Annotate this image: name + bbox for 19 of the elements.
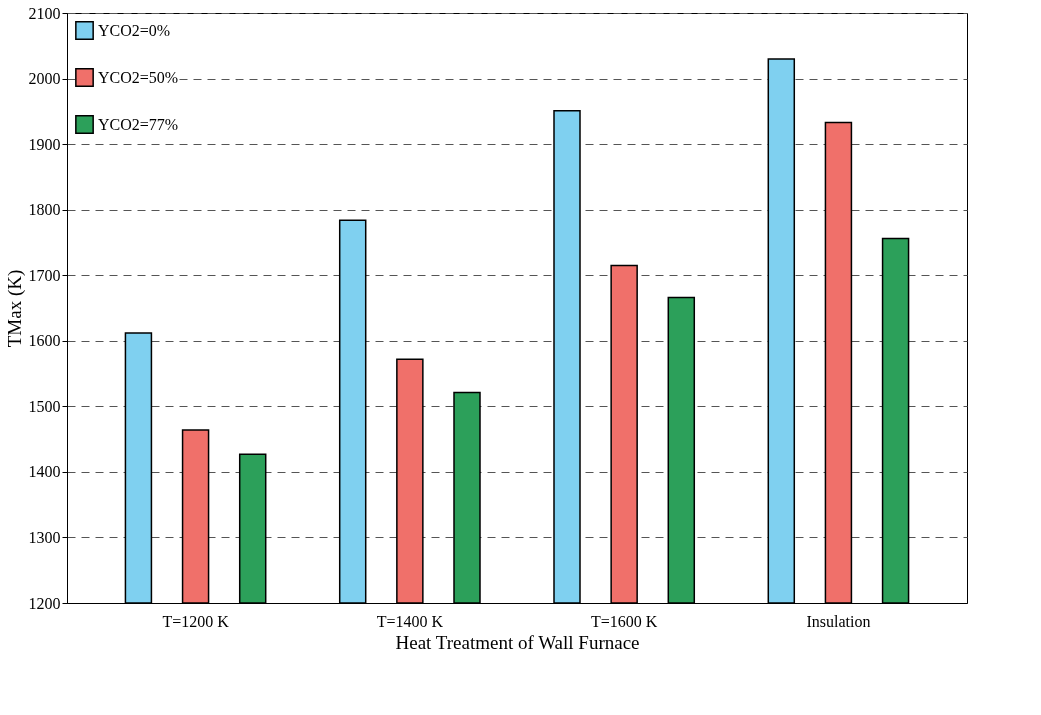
y-tick-label: 1400: [28, 463, 61, 481]
y-tick-label: 2000: [28, 70, 61, 88]
x-tick-label: T=1200 K: [162, 612, 230, 630]
x-axis-title: Heat Treatment of Wall Furnace: [395, 631, 640, 653]
legend-label: YCO2=50%: [98, 68, 179, 86]
y-tick-label: 1300: [28, 528, 61, 546]
legend-label: YCO2=77%: [98, 115, 179, 133]
y-tick-label: 2100: [28, 4, 61, 22]
y-axis-title: TMax (K): [3, 269, 26, 348]
y-tick-label: 1500: [28, 397, 61, 415]
x-tick-label: Insulation: [806, 612, 871, 630]
y-tick-label: 1600: [28, 332, 61, 350]
y-tick-label: 1700: [28, 266, 61, 284]
x-tick-label: T=1600 K: [590, 612, 658, 630]
x-tick-label: T=1400 K: [376, 612, 444, 630]
y-tick-label: 1200: [28, 594, 61, 612]
legend-label: YCO2=0%: [98, 21, 171, 39]
y-tick-label: 1800: [28, 201, 61, 219]
y-tick-label: 1900: [28, 135, 61, 153]
